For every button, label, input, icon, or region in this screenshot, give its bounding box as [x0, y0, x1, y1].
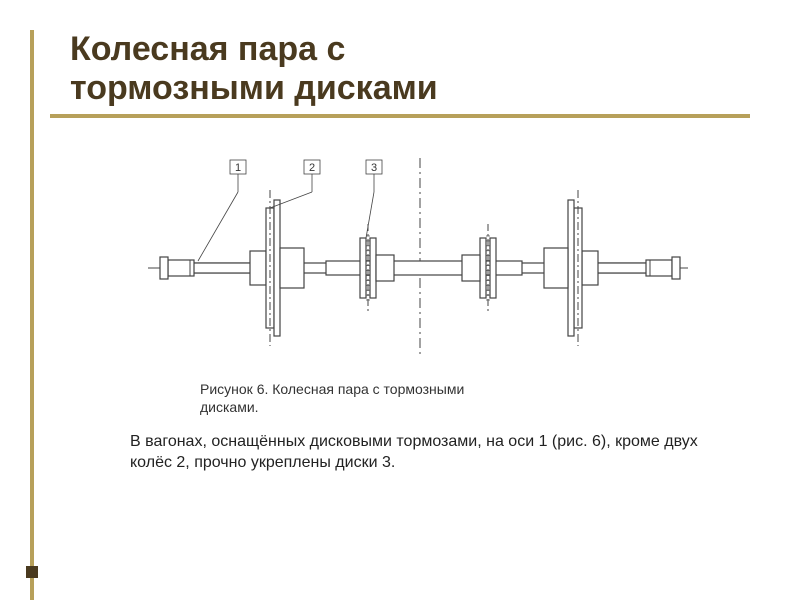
svg-text:2: 2	[309, 162, 315, 174]
corner-bullet-icon	[26, 566, 38, 578]
page-title: Колесная пара с тормозными дисками	[70, 30, 750, 118]
title-line-2: тормозными дисками	[70, 69, 750, 108]
svg-text:1: 1	[235, 162, 241, 174]
slide: Колесная пара с тормозными дисками 1 2 3 Р…	[0, 0, 800, 600]
diagram-container: 1 2 3	[90, 138, 750, 368]
title-underline	[50, 114, 750, 118]
wheelset-diagram: 1 2 3	[140, 138, 700, 368]
svg-text:3: 3	[371, 162, 377, 174]
title-line-1: Колесная пара с	[70, 30, 750, 69]
body-text: В вагонах, оснащённых дисковыми тормозам…	[130, 431, 710, 474]
figure-caption: Рисунок 6. Колесная пара с тормозными ди…	[200, 380, 520, 416]
